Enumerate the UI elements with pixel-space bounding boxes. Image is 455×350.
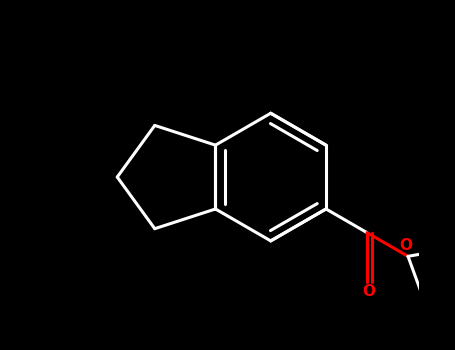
Text: O: O (363, 285, 375, 300)
Text: O: O (399, 238, 413, 253)
